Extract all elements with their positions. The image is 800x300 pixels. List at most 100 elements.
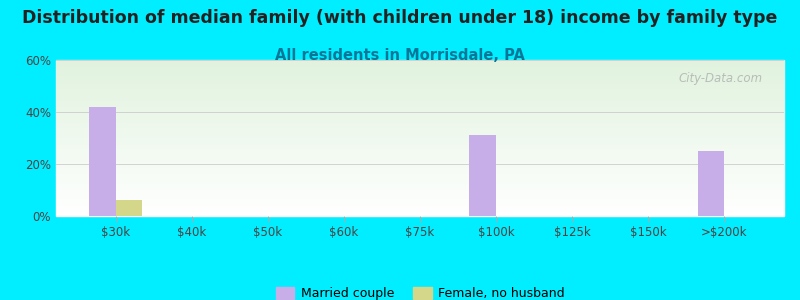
Bar bbox=[89, 107, 116, 216]
Bar bbox=[56, 127, 784, 129]
Bar bbox=[56, 149, 784, 151]
Legend: Married couple, Female, no husband: Married couple, Female, no husband bbox=[270, 281, 570, 300]
Bar bbox=[56, 115, 784, 116]
Bar bbox=[56, 83, 784, 85]
Bar bbox=[56, 166, 784, 168]
Bar bbox=[56, 207, 784, 208]
Bar bbox=[56, 125, 784, 127]
Text: Distribution of median family (with children under 18) income by family type: Distribution of median family (with chil… bbox=[22, 9, 778, 27]
Bar bbox=[56, 119, 784, 121]
Bar bbox=[56, 163, 784, 164]
Bar bbox=[56, 88, 784, 90]
Bar bbox=[56, 186, 784, 188]
Bar bbox=[56, 211, 784, 213]
Bar bbox=[56, 190, 784, 191]
Bar bbox=[56, 74, 784, 76]
Bar bbox=[56, 71, 784, 73]
Bar bbox=[56, 91, 784, 93]
Bar bbox=[56, 110, 784, 112]
Bar bbox=[56, 82, 784, 83]
Bar bbox=[56, 63, 784, 65]
Bar bbox=[56, 202, 784, 203]
Bar bbox=[56, 122, 784, 124]
Bar bbox=[56, 213, 784, 214]
Bar bbox=[56, 172, 784, 174]
Bar bbox=[56, 90, 784, 91]
Bar bbox=[56, 164, 784, 166]
Bar bbox=[56, 143, 784, 144]
Bar bbox=[56, 61, 784, 63]
Bar bbox=[56, 152, 784, 154]
Bar bbox=[56, 86, 784, 88]
Bar bbox=[56, 77, 784, 79]
Bar bbox=[56, 96, 784, 98]
Bar bbox=[56, 144, 784, 146]
Bar bbox=[56, 176, 784, 177]
Text: City-Data.com: City-Data.com bbox=[678, 73, 762, 85]
Bar bbox=[470, 135, 496, 216]
Bar bbox=[56, 199, 784, 200]
Bar bbox=[56, 191, 784, 193]
Bar bbox=[56, 113, 784, 115]
Bar bbox=[56, 102, 784, 104]
Bar bbox=[56, 154, 784, 155]
Bar bbox=[56, 168, 784, 169]
Bar bbox=[56, 147, 784, 149]
Bar bbox=[56, 138, 784, 140]
Bar bbox=[56, 177, 784, 178]
Bar bbox=[56, 68, 784, 69]
Bar bbox=[56, 193, 784, 194]
Bar bbox=[116, 200, 142, 216]
Bar bbox=[56, 85, 784, 86]
Bar bbox=[56, 107, 784, 108]
Bar bbox=[56, 182, 784, 183]
Bar bbox=[56, 169, 784, 171]
Text: All residents in Morrisdale, PA: All residents in Morrisdale, PA bbox=[275, 48, 525, 63]
Bar bbox=[56, 99, 784, 100]
Bar bbox=[56, 208, 784, 210]
Bar bbox=[56, 60, 784, 61]
Bar bbox=[56, 188, 784, 190]
Bar bbox=[56, 214, 784, 216]
Bar bbox=[56, 171, 784, 172]
Bar bbox=[56, 121, 784, 122]
Bar bbox=[56, 104, 784, 105]
Bar bbox=[56, 135, 784, 136]
Bar bbox=[56, 136, 784, 138]
Bar bbox=[56, 93, 784, 94]
Bar bbox=[56, 124, 784, 125]
Bar bbox=[56, 146, 784, 147]
Bar bbox=[56, 197, 784, 199]
Bar bbox=[56, 178, 784, 180]
Bar bbox=[56, 69, 784, 71]
Bar bbox=[56, 129, 784, 130]
Bar bbox=[56, 79, 784, 80]
Bar bbox=[56, 98, 784, 99]
Bar bbox=[56, 210, 784, 211]
Bar bbox=[56, 161, 784, 163]
Bar bbox=[56, 174, 784, 176]
Bar bbox=[56, 80, 784, 82]
Bar bbox=[56, 157, 784, 158]
Bar bbox=[56, 205, 784, 207]
Bar bbox=[56, 130, 784, 132]
Bar bbox=[56, 94, 784, 96]
Bar bbox=[56, 132, 784, 133]
Bar bbox=[56, 76, 784, 77]
Bar bbox=[56, 105, 784, 107]
Bar bbox=[56, 100, 784, 102]
Bar bbox=[56, 194, 784, 196]
Bar bbox=[56, 180, 784, 182]
Bar bbox=[56, 200, 784, 202]
Bar bbox=[56, 116, 784, 118]
Bar bbox=[56, 118, 784, 119]
Bar bbox=[56, 66, 784, 68]
Bar bbox=[56, 65, 784, 66]
Bar bbox=[56, 203, 784, 205]
Bar bbox=[698, 151, 724, 216]
Bar bbox=[56, 158, 784, 160]
Bar bbox=[56, 196, 784, 197]
Bar bbox=[56, 185, 784, 186]
Bar bbox=[56, 140, 784, 141]
Bar bbox=[56, 133, 784, 135]
